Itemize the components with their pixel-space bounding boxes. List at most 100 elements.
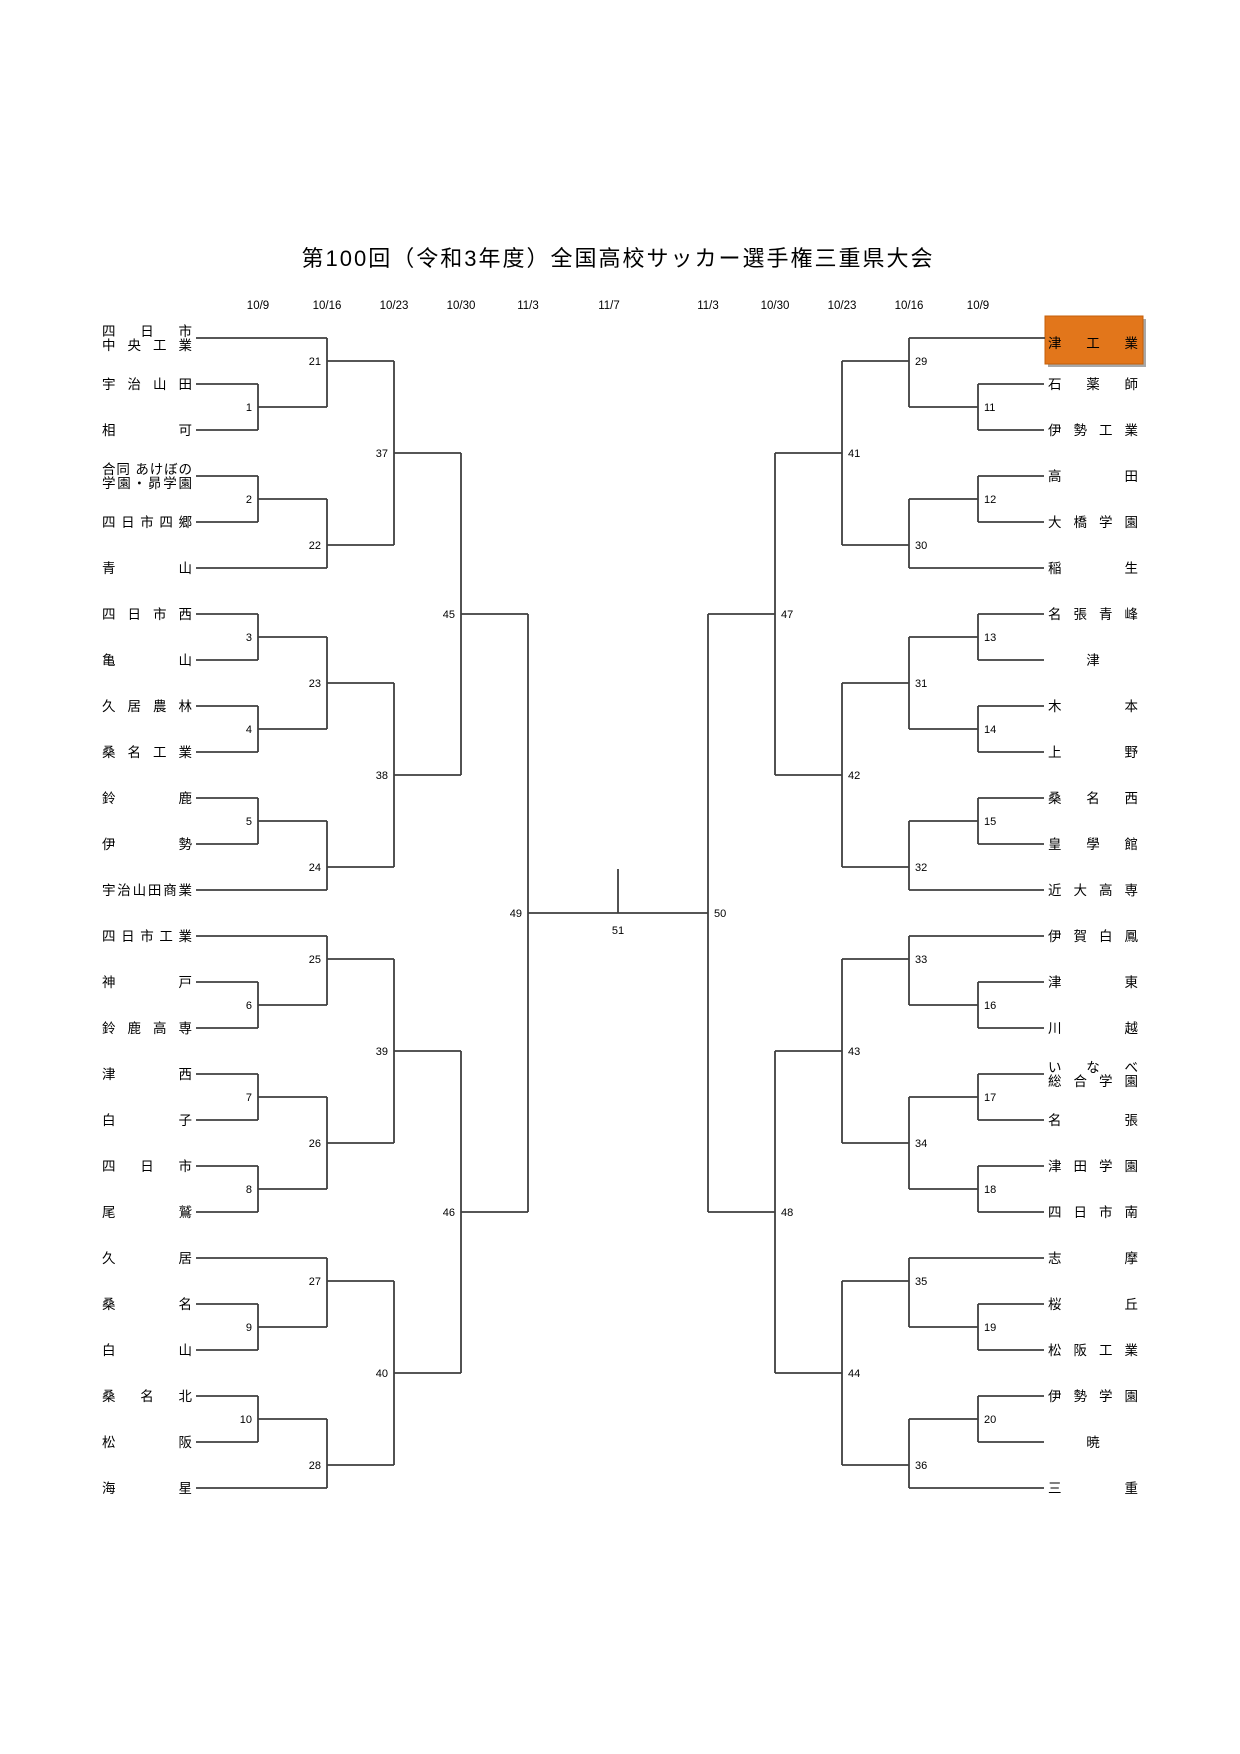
team-name-left-12: 宇治山田商業	[102, 883, 193, 898]
match-bracket-26	[326, 1097, 394, 1189]
team-name-right-21: 桜丘	[1048, 1297, 1138, 1312]
date-label-10: 10/9	[967, 300, 989, 312]
match-number-18: 18	[984, 1184, 996, 1196]
team-name-left-17: 白子	[102, 1113, 192, 1128]
team-name-right-2: 伊勢工業	[1048, 423, 1139, 438]
match-number-44: 44	[848, 1368, 860, 1380]
match-bracket-8	[257, 1166, 327, 1212]
match-number-38: 38	[376, 770, 388, 782]
match-number-6: 6	[246, 1000, 252, 1012]
match-number-45: 45	[443, 609, 455, 621]
match-number-15: 15	[984, 816, 996, 828]
match-number-41: 41	[848, 448, 860, 460]
team-name-right-3: 高田	[1048, 468, 1138, 484]
team-name-right-13: 伊賀白鳳	[1048, 929, 1139, 944]
match-number-30: 30	[915, 540, 927, 552]
team-name-left-23: 桑名北	[102, 1389, 193, 1404]
match-number-47: 47	[781, 609, 793, 621]
match-number-49: 49	[510, 908, 522, 920]
date-label-1: 10/16	[313, 300, 342, 312]
match-bracket-22	[326, 499, 394, 568]
team-name-left-25: 海星	[102, 1481, 192, 1496]
match-number-33: 33	[915, 954, 927, 966]
match-bracket-18	[909, 1166, 979, 1212]
team-name-right-12: 近大高専	[1048, 882, 1138, 898]
match-number-13: 13	[984, 632, 996, 644]
team-lines-left	[196, 337, 327, 1489]
match-bracket-5	[257, 798, 327, 844]
champion-highlight	[1044, 315, 1144, 365]
team-name-right-5: 稲生	[1048, 561, 1138, 576]
match-number-46: 46	[443, 1207, 455, 1219]
team-name-right-10: 桑名西	[1048, 791, 1138, 806]
match-bracket-31	[842, 637, 910, 729]
match-number-37: 37	[376, 448, 388, 460]
team-name-left-0-line2: 中央工業	[102, 338, 193, 353]
team-name-left-18: 四日市	[102, 1158, 192, 1174]
match-number-34: 34	[915, 1138, 927, 1150]
team-name-right-22: 松阪工業	[1048, 1343, 1139, 1358]
match-bracket-46	[460, 1051, 528, 1373]
match-bracket-11	[909, 384, 979, 430]
final-match-line	[528, 869, 708, 914]
match-bracket-9	[257, 1304, 327, 1350]
match-number-4: 4	[246, 724, 252, 736]
match-bracket-7	[257, 1074, 327, 1120]
match-bracket-21	[326, 338, 394, 407]
match-bracket-44	[775, 1281, 843, 1465]
team-name-left-21: 桑名	[102, 1297, 192, 1312]
team-name-left-3-line1: 合同 あけぼの	[102, 462, 192, 477]
match-bracket-36	[842, 1419, 910, 1488]
match-bracket-16	[909, 982, 979, 1028]
match-number-39: 39	[376, 1046, 388, 1058]
match-number-10: 10	[240, 1414, 252, 1426]
team-name-left-3-line2: 学園・昴学園	[102, 476, 192, 491]
team-name-right-16-line2: 総合学園	[1048, 1074, 1138, 1089]
match-bracket-4	[257, 706, 327, 752]
team-name-left-4: 四日市四郷	[102, 514, 193, 530]
team-name-right-4: 大橋学園	[1048, 515, 1138, 530]
team-name-right-19: 四日市南	[1048, 1204, 1138, 1220]
team-name-left-0-line1: 四日市	[102, 323, 192, 339]
match-bracket-1	[257, 384, 327, 430]
match-number-51: 51	[612, 925, 624, 937]
match-number-31: 31	[915, 678, 927, 690]
match-bracket-34	[842, 1097, 910, 1189]
date-label-2: 10/23	[380, 300, 409, 312]
match-number-23: 23	[309, 678, 321, 690]
match-number-8: 8	[246, 1184, 252, 1196]
match-bracket-15	[909, 798, 979, 844]
team-name-left-1: 宇治山田	[102, 377, 192, 392]
match-bracket-35	[842, 1258, 910, 1327]
team-name-right-24: 暁	[1086, 1435, 1100, 1450]
match-number-21: 21	[309, 356, 321, 368]
match-number-16: 16	[984, 1000, 996, 1012]
team-name-left-19: 尾鷲	[102, 1205, 192, 1220]
team-name-right-25: 三重	[1048, 1481, 1138, 1496]
match-bracket-27	[326, 1258, 394, 1327]
match-number-50: 50	[714, 908, 726, 920]
team-name-left-2: 相可	[102, 423, 192, 438]
date-label-6: 11/3	[697, 300, 719, 312]
match-brackets-right	[707, 338, 979, 1488]
team-name-left-20: 久居	[102, 1251, 192, 1266]
match-bracket-17	[909, 1074, 979, 1120]
team-name-left-6: 四日市西	[102, 606, 192, 622]
match-number-43: 43	[848, 1046, 860, 1058]
match-number-2: 2	[246, 494, 252, 506]
match-number-40: 40	[376, 1368, 388, 1380]
date-label-8: 10/23	[828, 300, 857, 312]
team-name-left-16: 津西	[102, 1067, 192, 1082]
date-label-9: 10/16	[895, 300, 924, 312]
team-name-left-5: 青山	[102, 561, 192, 576]
match-bracket-24	[326, 821, 394, 890]
match-number-26: 26	[309, 1138, 321, 1150]
match-bracket-25	[326, 936, 394, 1005]
match-number-20: 20	[984, 1414, 996, 1426]
match-number-17: 17	[984, 1092, 996, 1104]
match-bracket-10	[257, 1396, 327, 1442]
team-names-left: 四日市 中央工業 宇治山田 相可 合同 あけぼの 学園・昴学園 四日市四郷 青山…	[102, 323, 193, 1496]
team-name-left-7: 亀山	[102, 653, 192, 668]
match-number-48: 48	[781, 1207, 793, 1219]
match-number-3: 3	[246, 632, 252, 644]
